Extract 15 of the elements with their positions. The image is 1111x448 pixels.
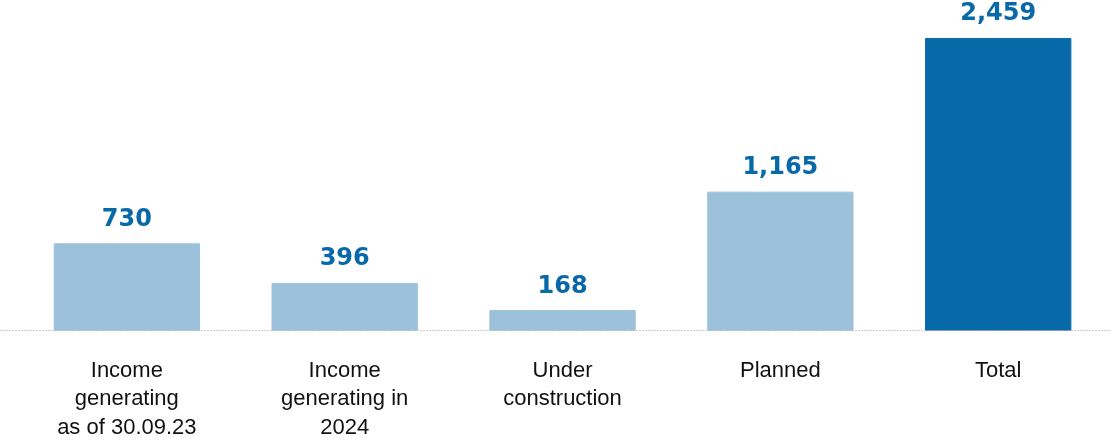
data-label: 168	[537, 270, 588, 299]
x-tick-label: Total	[974, 356, 1022, 382]
data-label: 730	[101, 203, 152, 232]
bar	[271, 282, 418, 331]
bar	[925, 37, 1072, 331]
bar	[53, 243, 200, 331]
data-label: 1,165	[742, 152, 819, 181]
data-label: 2,459	[960, 0, 1037, 27]
data-label: 396	[319, 243, 370, 272]
x-tick-label: Planned	[740, 356, 821, 382]
bar	[489, 310, 636, 331]
bar	[707, 191, 854, 331]
x-tick-label: Under construction	[503, 356, 622, 411]
x-tick-label: Income generating as of 30.09.23	[57, 356, 197, 439]
x-tick-label: Income generating in 2024	[281, 356, 409, 439]
